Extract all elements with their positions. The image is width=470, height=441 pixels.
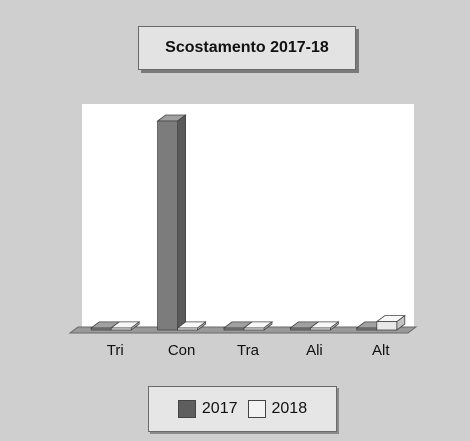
legend-label-2017: 2017 bbox=[201, 400, 238, 417]
plot-area bbox=[82, 104, 414, 327]
x-tick-Alt: Alt bbox=[372, 342, 390, 359]
bar-2017-Con bbox=[156, 114, 187, 331]
bar-2018-Tra bbox=[242, 321, 274, 331]
x-tick-Ali: Ali bbox=[306, 342, 323, 359]
bar-2018-Con bbox=[176, 321, 207, 331]
legend: 2017 2018 bbox=[148, 386, 337, 432]
legend-swatch-2018 bbox=[247, 400, 266, 418]
bar-2018-Ali bbox=[309, 321, 340, 331]
legend-item-2018: 2018 bbox=[247, 400, 308, 418]
bar-2018-Alt bbox=[375, 314, 406, 331]
legend-item-2017: 2017 bbox=[177, 400, 238, 418]
legend-label-2018: 2018 bbox=[271, 400, 308, 417]
bar-2018-Tri bbox=[109, 321, 141, 331]
x-tick-Tri: Tri bbox=[107, 342, 124, 359]
legend-swatch-2017 bbox=[177, 400, 196, 418]
chart-title: Scostamento 2017-18 bbox=[138, 26, 356, 70]
x-tick-Tra: Tra bbox=[237, 342, 260, 359]
x-tick-Con: Con bbox=[168, 342, 196, 359]
